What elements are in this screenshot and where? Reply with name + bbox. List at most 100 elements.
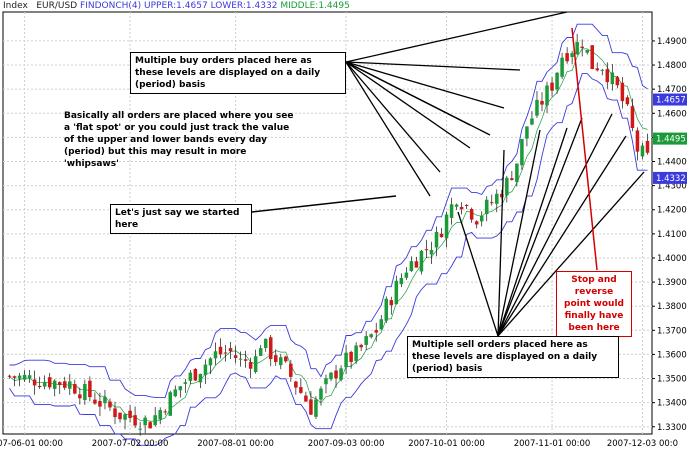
candle-body <box>128 410 132 418</box>
upper-band-line <box>9 23 648 398</box>
buy-pointer-line <box>345 61 505 109</box>
sell-pointer-line <box>497 171 645 337</box>
candle-body <box>248 362 253 369</box>
candle-body <box>620 82 625 102</box>
candle-body <box>645 140 650 153</box>
candle-body <box>640 145 645 157</box>
y-tick-label: 1.4300 <box>657 182 687 192</box>
candle-body <box>7 375 12 377</box>
candle-body <box>12 376 17 378</box>
buy-pointer-line <box>345 11 568 63</box>
candle-body <box>22 374 27 380</box>
candle-body <box>198 373 203 383</box>
price-label-box <box>653 171 687 184</box>
x-tick-label: 2007-10-01 00:00 <box>408 439 485 449</box>
y-tick-label: 1.4900 <box>657 37 687 47</box>
candle-body <box>484 199 489 215</box>
candle-body <box>359 344 363 348</box>
candle-body <box>27 375 32 379</box>
sell-pointer-line <box>497 127 568 337</box>
header-lower: LOWER:1.4332 <box>210 1 278 11</box>
candle-body <box>268 337 273 360</box>
x-tick-label: 2007-09-03 00:00 <box>308 439 385 449</box>
candle-body <box>585 50 589 53</box>
candle-body <box>580 46 584 49</box>
flat-spot-note: Basically all orders are placed where yo… <box>64 111 294 169</box>
candle-body <box>253 356 258 373</box>
candle-body <box>314 399 318 417</box>
candle-body <box>113 408 117 418</box>
candle-body <box>309 399 313 415</box>
candle-body <box>560 57 564 77</box>
candle-body <box>364 336 368 345</box>
candle-body <box>98 401 102 407</box>
candle-body <box>123 414 127 420</box>
candle-body <box>188 372 193 381</box>
candle-body <box>394 280 399 305</box>
candle-body <box>409 261 414 272</box>
candle-body <box>294 381 298 388</box>
candle-body <box>208 358 213 366</box>
y-tick-label: 1.3700 <box>657 326 687 336</box>
candle-body <box>47 377 52 388</box>
price-label-text: 1.4657 <box>656 96 686 106</box>
candle-body <box>108 401 112 408</box>
buy-pointer-line <box>345 61 471 149</box>
price-label-text: 1.4495 <box>656 135 686 145</box>
y-tick-label: 1.4800 <box>657 61 687 71</box>
candle-body <box>520 139 524 166</box>
candle-body <box>324 378 328 385</box>
candle-body <box>464 204 469 206</box>
candle-body <box>228 348 233 352</box>
candle-body <box>52 380 57 389</box>
candle-body <box>273 355 278 363</box>
candle-body <box>103 397 107 404</box>
candle-body <box>143 417 147 426</box>
sell-orders-note: Multiple sell orders placed here as thes… <box>407 336 619 378</box>
y-tick-label: 1.3300 <box>657 423 687 433</box>
candle-body <box>203 364 208 376</box>
candle-body <box>17 375 22 379</box>
candle-body <box>263 338 268 349</box>
candle-body <box>238 358 243 360</box>
candle-body <box>163 411 167 413</box>
buy-orders-note: Multiple buy orders placed here as these… <box>130 52 346 94</box>
candle-body <box>479 215 484 222</box>
sell-pointer-line <box>497 135 627 337</box>
candle-body <box>284 356 288 362</box>
candle-body <box>635 130 640 152</box>
candle-body <box>419 250 424 272</box>
candle-body <box>500 193 504 198</box>
x-tick-label: 2007-06-01 00:00 <box>0 439 63 449</box>
candle-body <box>329 372 333 380</box>
price-label-box <box>653 132 687 145</box>
y-tick-label: 1.3400 <box>657 399 687 409</box>
candle-body <box>454 204 459 207</box>
header-index-label: Index <box>3 1 28 11</box>
annotation-lines <box>251 11 645 337</box>
candle-body <box>384 298 389 321</box>
candle-body <box>223 352 228 354</box>
candle-body <box>83 383 87 401</box>
candle-body <box>600 69 605 71</box>
stop-reverse-note: Stop and reverse point would finally hav… <box>556 271 632 337</box>
start-note: Let's just say we started here <box>110 204 252 234</box>
header-indicator: FINDONCH(4) <box>80 1 142 11</box>
candle-body <box>389 300 394 306</box>
candle-body <box>68 381 72 389</box>
start-pointer-line <box>251 195 397 213</box>
y-tick-label: 1.4100 <box>657 230 687 240</box>
chart-axes: 1.49001.48001.47001.46001.45001.44001.43… <box>0 37 687 449</box>
candle-body <box>173 389 178 397</box>
candle-body <box>369 334 373 338</box>
candle-body <box>439 233 444 238</box>
y-tick-label: 1.3900 <box>657 278 687 288</box>
sell-pointer-line <box>457 211 499 337</box>
candle-body <box>233 355 238 358</box>
header-middle: MIDDLE:1.4495 <box>280 1 350 11</box>
candle-body <box>590 45 594 70</box>
candle-body <box>449 204 454 218</box>
buy-pointer-line <box>345 61 471 126</box>
candle-body <box>610 72 615 85</box>
x-tick-label: 2007-07-02 00:00 <box>92 439 169 449</box>
